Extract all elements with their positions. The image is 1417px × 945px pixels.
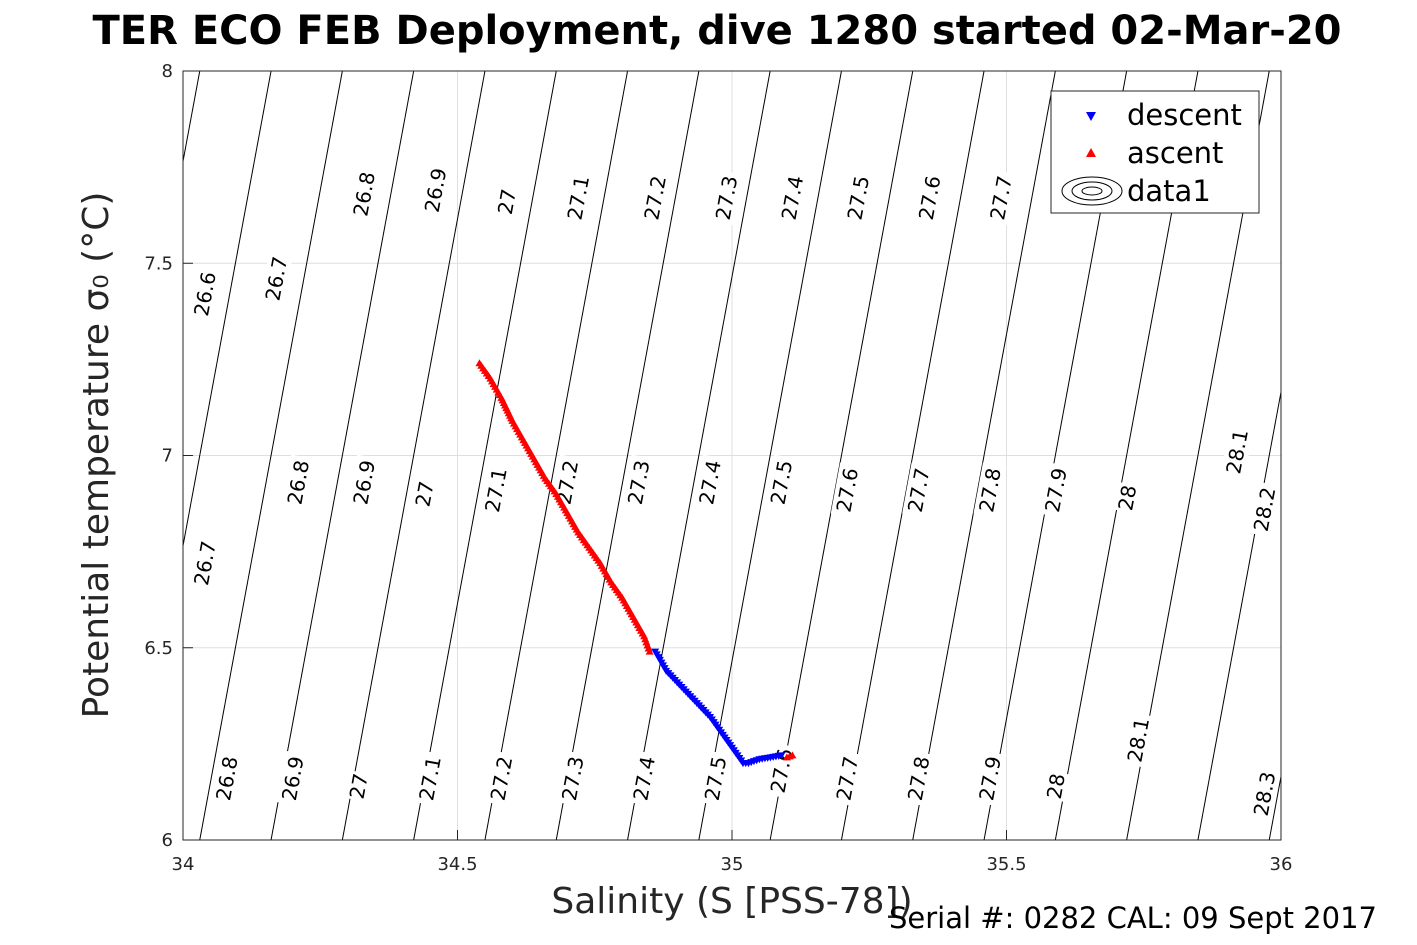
contour-label-bg xyxy=(622,454,656,511)
contour-label-bg xyxy=(841,170,875,226)
legend: descent ascent data1 xyxy=(1050,90,1260,214)
contour-label-bg xyxy=(902,750,936,807)
contour-label-bg xyxy=(276,750,310,807)
y-tick-label: 7 xyxy=(162,446,173,467)
contour-label: 28 xyxy=(1041,770,1071,803)
contour-label: 27 xyxy=(492,185,522,218)
serial-cal-text: Serial #: 0282 CAL: 09 Sept 2017 xyxy=(889,901,1377,935)
contour-label-bg xyxy=(830,462,864,518)
contour-label-bg xyxy=(188,266,222,322)
legend-contour-icon xyxy=(1061,176,1123,206)
series-descent xyxy=(651,648,786,768)
chart-title: TER ECO FEB Deployment, dive 1280 starte… xyxy=(92,8,1341,54)
contour-label-bg xyxy=(479,462,513,518)
x-tick-label: 35.5 xyxy=(986,854,1026,875)
contour-label-bg xyxy=(188,535,222,591)
contour-label-bg xyxy=(775,170,809,226)
x-tick-label: 34 xyxy=(172,854,195,875)
contour-label-bg xyxy=(413,750,447,807)
contour-label-bg xyxy=(347,454,381,511)
density-contour-27.3 xyxy=(627,71,771,840)
density-contour-27.7 xyxy=(912,71,1056,840)
contour-label-bg xyxy=(210,750,244,807)
x-tick-label: 36 xyxy=(1270,854,1293,875)
contour-label: 27.7 xyxy=(984,170,1018,226)
data-series xyxy=(475,359,797,768)
contour-label: 26.9 xyxy=(419,162,453,218)
ascent-point xyxy=(645,647,654,655)
y-tick-label: 6.5 xyxy=(144,638,173,659)
contour-label-bg xyxy=(561,170,595,226)
y-axis-label: Potential temperature σ₀ (°C) xyxy=(76,192,117,719)
series-ascent xyxy=(475,359,797,761)
contour-label-bg xyxy=(1121,712,1155,768)
contour-label-text: 28 xyxy=(1042,771,1070,800)
contour-label: 28 xyxy=(1112,481,1142,514)
density-contour-26.8 xyxy=(270,71,415,840)
x-tick-label: 34.5 xyxy=(437,854,477,875)
legend-descent-marker xyxy=(1086,112,1096,121)
density-contour-27.1 xyxy=(484,71,629,840)
contour-label-bg xyxy=(984,170,1018,226)
contour-label-bg xyxy=(1220,423,1254,480)
contour-label-bg xyxy=(1247,766,1282,822)
ticks: 34 34.5 35 35.5 36 6 6.5 7 7.5 8 xyxy=(144,61,1292,875)
contour-label-bg xyxy=(638,170,672,226)
density-contour-26.6 xyxy=(183,71,272,549)
y-tick-label: 7.5 xyxy=(144,253,173,274)
density-contour-26.9 xyxy=(341,71,486,840)
y-tick-label: 6 xyxy=(162,830,173,851)
contour-label-bg xyxy=(973,750,1007,807)
contour-label-bg xyxy=(709,170,744,226)
ascent-point xyxy=(788,751,797,759)
contour-label-bg xyxy=(281,454,315,511)
contour-label-bg xyxy=(973,462,1007,518)
density-contour-27 xyxy=(413,71,557,840)
contour-label: 27 xyxy=(344,770,374,803)
contour-label-bg xyxy=(484,750,518,807)
contour-label-bg xyxy=(902,462,936,518)
contour-label: 27.5 xyxy=(764,454,798,511)
contour-label-bg xyxy=(1247,481,1282,538)
contour-label-bg xyxy=(492,185,522,218)
contour-label-text: 27 xyxy=(493,187,521,216)
legend-item-data1: data1 xyxy=(1127,174,1211,208)
x-tick-label: 35 xyxy=(721,854,744,875)
contour-label: 27 xyxy=(410,477,439,510)
contour-label-bg xyxy=(830,750,864,807)
contour-label-bg xyxy=(344,770,374,803)
contour-label: 27.5 xyxy=(698,750,733,807)
contour-label-text: 27 xyxy=(410,479,438,508)
contour-label-bg xyxy=(627,750,661,807)
legend-ascent-marker xyxy=(1086,148,1096,157)
contour-label-bg xyxy=(556,750,590,807)
contour-label-bg xyxy=(693,454,727,511)
density-contour-27.4 xyxy=(698,71,842,840)
legend-item-ascent: ascent xyxy=(1127,136,1223,170)
contour-label-bg xyxy=(410,477,439,510)
contour-label-text: 28 xyxy=(1113,483,1141,512)
contour-label-bg xyxy=(259,250,293,307)
contour-label: 26.9 xyxy=(347,454,381,511)
y-tick-label: 8 xyxy=(162,61,173,82)
density-contour-27.6 xyxy=(840,71,985,840)
contour-label-bg xyxy=(1112,481,1142,514)
contour-label-text: 27 xyxy=(345,771,373,800)
density-contour-26.7 xyxy=(199,71,343,840)
contour-label-bg xyxy=(764,454,798,511)
density-contour-27.5 xyxy=(769,71,914,840)
contour-label-bg xyxy=(1041,770,1071,803)
density-contour-28.1 xyxy=(1197,389,1281,840)
contour-label-bg xyxy=(419,162,453,218)
legend-box xyxy=(1050,90,1260,214)
contour-label-bg xyxy=(1039,462,1073,518)
x-axis-label: Salinity (S [PSS-78]) xyxy=(551,881,912,922)
descent-point xyxy=(777,752,786,760)
density-contour-27.2 xyxy=(555,71,700,840)
contour-label-bg xyxy=(698,750,733,807)
contour-label-bg xyxy=(913,170,947,226)
contour-label-bg xyxy=(347,166,381,222)
legend-item-descent: descent xyxy=(1127,98,1242,132)
